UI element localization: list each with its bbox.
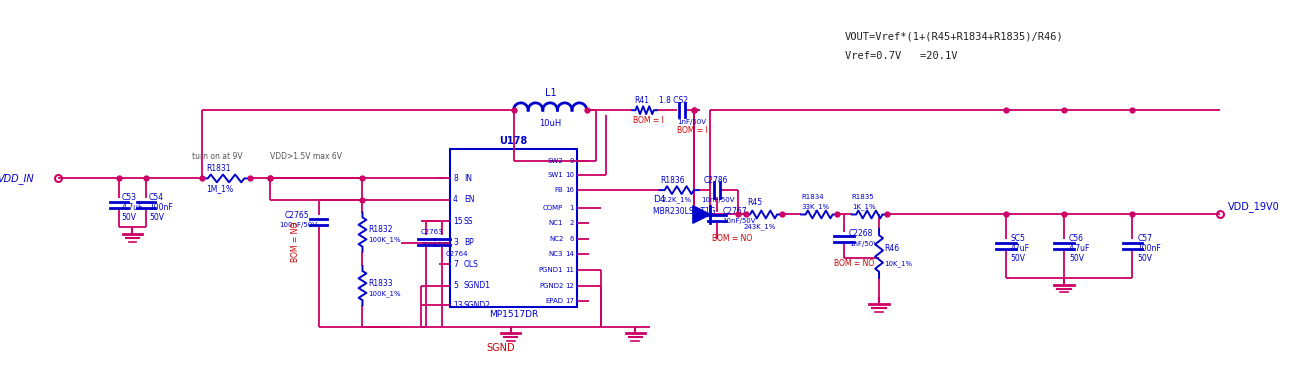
Text: R41: R41 [634,96,650,105]
Text: SW1: SW1 [548,172,563,177]
Text: R45: R45 [748,198,763,207]
Text: 4.7uF: 4.7uF [1069,244,1090,253]
Text: 50V: 50V [1011,254,1026,263]
Text: 10nF/50V: 10nF/50V [422,241,450,246]
Text: 100nF: 100nF [1137,244,1161,253]
Text: PGND1: PGND1 [539,267,563,273]
Text: C2767: C2767 [722,207,746,216]
Bar [450,149,577,307]
Text: 1nF/50V: 1nF/50V [677,119,706,125]
Text: C2763: C2763 [422,229,443,235]
Text: 10uH: 10uH [540,119,562,128]
Text: 47uF: 47uF [1011,244,1030,253]
Text: 1nF/50V: 1nF/50V [849,241,878,247]
Text: NC2: NC2 [549,236,563,242]
Text: MBR230LSF T1G: MBR230LSF T1G [654,207,715,216]
Text: 50V: 50V [1137,254,1152,263]
Text: COMP: COMP [543,205,563,211]
Text: SGND2: SGND2 [464,301,491,310]
Text: 50V: 50V [1069,254,1084,263]
Text: EN: EN [464,195,474,204]
Polygon shape [693,206,710,223]
Text: 3: 3 [454,238,458,247]
Text: VDD_IN: VDD_IN [0,173,34,184]
Text: 16: 16 [565,187,574,193]
Text: R46: R46 [884,244,898,253]
Text: MP1517DR: MP1517DR [489,310,539,319]
Text: BOM = NO: BOM = NO [291,222,300,262]
Text: SC5: SC5 [1011,234,1026,244]
Text: BOM = NO: BOM = NO [834,259,874,268]
Text: C2268: C2268 [849,230,873,238]
Text: 5: 5 [454,281,458,290]
Text: SW2: SW2 [548,158,563,164]
Text: 10K_1%: 10K_1% [884,260,913,266]
Text: 10: 10 [565,172,574,177]
Text: 12: 12 [565,283,574,289]
Text: 1.8 CS2: 1.8 CS2 [659,96,688,105]
Text: BP: BP [464,238,473,247]
Text: C56: C56 [1069,234,1084,244]
Text: SGND: SGND [486,343,516,353]
Text: PGND2: PGND2 [539,283,563,289]
Text: 100nF/50V: 100nF/50V [280,222,317,228]
Text: 17: 17 [565,298,574,304]
Text: BOM = NO: BOM = NO [713,234,753,244]
Text: NC3: NC3 [549,251,563,258]
Text: C2786: C2786 [704,176,728,185]
Text: 50V: 50V [121,213,137,222]
Text: 1: 1 [570,205,574,211]
Text: FB: FB [554,187,563,193]
Text: SS: SS [464,217,473,226]
Text: R1836: R1836 [660,176,684,185]
Text: C54: C54 [150,193,164,202]
Text: SGND1: SGND1 [464,281,491,290]
Text: 11: 11 [565,267,574,273]
Text: VDD>1.5V max 6V: VDD>1.5V max 6V [269,152,342,161]
Text: BOM = I: BOM = I [633,116,664,125]
Text: R1832: R1832 [369,224,393,234]
Text: 10nF/50V: 10nF/50V [701,197,735,203]
Text: 14: 14 [565,251,574,258]
Text: 1K_1%: 1K_1% [852,203,875,210]
Text: L1: L1 [545,88,557,98]
Text: U178: U178 [499,137,527,146]
Text: 6: 6 [570,236,574,242]
Text: 2.2K_1%: 2.2K_1% [661,196,692,203]
Text: VOUT=Vref*(1+(R45+R1834+R1835)/R46): VOUT=Vref*(1+(R45+R1834+R1835)/R46) [846,31,1063,41]
Text: 8: 8 [454,174,458,183]
Text: R1831: R1831 [206,164,231,173]
Text: R1834: R1834 [800,194,824,200]
Text: 15: 15 [454,217,463,226]
Text: IN: IN [464,174,472,183]
Text: NC1: NC1 [549,220,563,226]
Text: EPAD: EPAD [545,298,563,304]
Text: BOM = I: BOM = I [677,126,708,135]
Text: C53: C53 [121,193,137,202]
Text: 10nF/50V: 10nF/50V [722,218,755,224]
Text: 7: 7 [454,260,458,269]
Text: R1835: R1835 [852,194,874,200]
Text: Vref=0.7V   =20.1V: Vref=0.7V =20.1V [846,51,958,61]
Text: 33K_1%: 33K_1% [800,203,829,210]
Text: 50V: 50V [150,213,164,222]
Text: 1M_1%: 1M_1% [206,184,233,193]
Text: 4.7uF: 4.7uF [121,203,143,212]
Text: C2764: C2764 [445,251,468,258]
Text: 243K_1%: 243K_1% [744,223,776,230]
Text: 100K_1%: 100K_1% [369,290,401,297]
Text: C2765: C2765 [285,211,309,220]
Text: 4: 4 [454,195,458,204]
Text: 13: 13 [454,301,463,310]
Text: 2: 2 [570,220,574,226]
Text: OLS: OLS [464,260,478,269]
Text: C57: C57 [1137,234,1152,244]
Text: 100nF: 100nF [150,203,173,212]
Text: 9: 9 [570,158,574,164]
Text: VDD_19V0: VDD_19V0 [1228,201,1280,212]
Text: turn on at 9V: turn on at 9V [192,152,242,161]
Text: 100K_1%: 100K_1% [369,237,401,243]
Text: D4: D4 [654,195,665,204]
Text: R1833: R1833 [369,279,393,288]
